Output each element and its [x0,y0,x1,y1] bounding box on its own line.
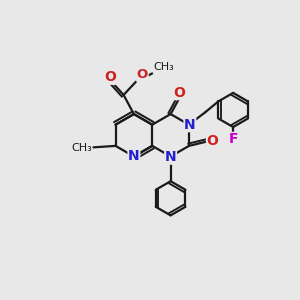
Text: N: N [128,149,140,164]
Text: CH₃: CH₃ [154,62,174,72]
Text: O: O [207,134,218,148]
Text: O: O [104,70,116,84]
Text: N: N [184,118,196,132]
Text: CH₃: CH₃ [71,143,92,153]
Text: O: O [173,85,185,100]
Text: F: F [228,132,238,146]
Text: N: N [165,150,176,164]
Text: O: O [137,68,148,81]
